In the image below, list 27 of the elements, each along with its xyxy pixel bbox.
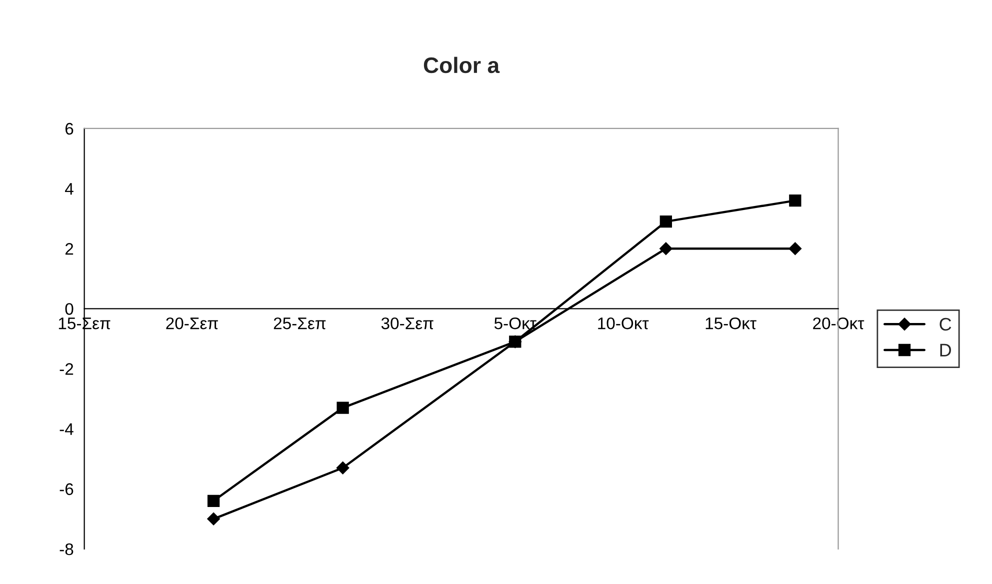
point [660,216,672,228]
y-tick-label: -2 [60,363,74,375]
x-tick-label: 5-Οκτ [494,317,536,330]
point [789,194,802,207]
legend-label: C [940,318,952,331]
x-tick-label: 15-Οκτ [706,317,756,330]
point [509,336,522,348]
y-tick-label: 6 [65,122,74,135]
x-tick-label: 20-Σεπ [166,317,218,330]
point [788,242,802,256]
point [207,494,220,507]
y-tick-label: -8 [60,543,74,556]
point [660,242,672,256]
point [336,461,350,474]
point [207,512,220,526]
x-tick-label: 25-Σεπ [274,317,326,330]
y-tick-label: 4 [65,183,74,195]
y-tick-label: -4 [60,423,74,435]
legend-label: D [940,344,951,356]
chart-title: Color a [424,56,500,74]
x-tick-label: 10-Οκτ [598,317,649,330]
x-tick-label: 30-Σεπ [381,317,434,330]
point [336,402,349,414]
y-tick-label: -6 [60,483,74,496]
y-tick-label: 2 [65,243,74,255]
y-tick-label: 0 [65,303,74,315]
x-tick-label: 20-Οκτ [813,317,864,330]
